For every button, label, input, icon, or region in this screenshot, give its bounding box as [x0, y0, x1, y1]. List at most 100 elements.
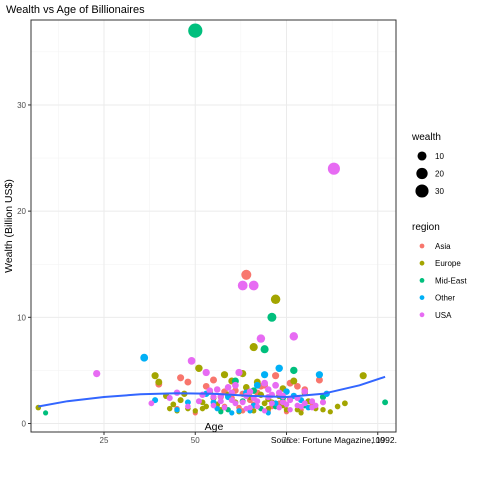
data-point-asia — [315, 376, 323, 384]
data-point-europe — [166, 405, 173, 412]
data-point-usa — [217, 398, 224, 405]
data-point-usa — [327, 162, 340, 175]
data-point-usa — [221, 404, 228, 411]
data-point-usa — [301, 400, 308, 407]
data-point-europe — [220, 371, 229, 379]
data-point-europe — [192, 408, 198, 414]
data-point-usa — [276, 404, 282, 411]
data-point-europe — [177, 397, 184, 404]
data-point-usa — [283, 401, 290, 408]
data-point-usa — [232, 400, 239, 407]
data-point-other — [261, 371, 269, 379]
data-point-usa — [148, 400, 155, 407]
data-point-mid-east — [218, 409, 224, 415]
color-legend-key — [419, 312, 425, 318]
data-point-europe — [261, 400, 268, 407]
data-point-europe — [170, 401, 177, 408]
data-point-europe — [359, 372, 367, 380]
data-point-europe — [294, 406, 301, 413]
data-point-usa — [254, 403, 261, 410]
data-point-usa — [210, 402, 217, 409]
y-tick-label: 20 — [17, 207, 26, 216]
data-point-mid-east — [290, 366, 298, 375]
data-point-other — [275, 364, 283, 373]
data-point-usa — [213, 386, 221, 393]
data-point-usa — [287, 397, 294, 404]
data-point-usa — [93, 369, 101, 378]
data-point-mid-east — [382, 399, 389, 406]
data-point-other — [229, 410, 235, 416]
data-point-usa — [309, 404, 315, 411]
data-point-europe — [334, 403, 341, 410]
data-point-usa — [287, 406, 293, 413]
y-tick-label: 30 — [17, 101, 26, 110]
size-legend-label: 30 — [435, 187, 444, 196]
size-legend-title: wealth — [411, 132, 441, 143]
data-point-usa — [202, 368, 210, 377]
color-legend-key — [419, 295, 425, 300]
size-legend-key — [415, 184, 429, 198]
data-point-usa — [268, 400, 275, 407]
y-tick-label: 0 — [22, 420, 27, 429]
data-point-europe — [341, 400, 348, 407]
data-point-europe — [327, 409, 333, 415]
data-point-europe — [242, 384, 250, 391]
color-legend-key — [419, 278, 425, 283]
data-point-usa — [232, 381, 239, 389]
data-point-asia — [294, 382, 301, 390]
data-point-usa — [265, 386, 272, 393]
data-point-asia — [210, 376, 217, 384]
chart-title: Wealth vs Age of Billionaires — [6, 4, 145, 16]
smooth-trend-line — [38, 375, 386, 408]
data-point-other — [214, 405, 220, 412]
legend: wealth 10 20 30 region Asia Europe Mid-East Othe… — [411, 132, 467, 320]
size-legend-label: 20 — [435, 170, 444, 179]
data-point-europe — [298, 410, 304, 416]
color-legend-label: Mid-East — [435, 276, 467, 285]
x-tick-label: 50 — [191, 436, 200, 445]
size-legend-key — [417, 151, 427, 161]
data-point-europe — [151, 372, 159, 380]
x-tick-label: 25 — [100, 436, 109, 445]
size-legend-key — [416, 167, 428, 180]
data-point-europe — [249, 343, 258, 352]
data-point-asia — [241, 269, 252, 280]
data-point-usa — [256, 334, 266, 343]
data-point-europe — [195, 364, 203, 373]
x-tick-label: 100 — [371, 436, 385, 445]
color-legend-key — [419, 243, 425, 249]
data-point-usa — [248, 280, 259, 291]
y-axis-title: Wealth (Billion US$) — [3, 179, 15, 273]
color-legend-title: region — [412, 222, 440, 233]
data-point-usa — [272, 381, 279, 389]
data-point-europe — [155, 378, 163, 386]
data-point-usa — [289, 332, 299, 341]
color-legend-label: Europe — [435, 259, 461, 268]
data-point-europe — [199, 405, 206, 412]
plot-panel: 25 50 75 100 0 10 20 30 — [17, 19, 397, 445]
data-point-other — [236, 408, 242, 414]
data-point-usa — [247, 404, 253, 411]
data-point-mid-east — [188, 23, 203, 38]
color-legend-label: USA — [435, 311, 452, 320]
size-legend-label: 10 — [435, 152, 444, 161]
data-point-usa — [187, 357, 196, 365]
x-tick-label: 75 — [282, 436, 291, 445]
data-point-other — [283, 388, 290, 395]
data-point-mid-east — [267, 312, 277, 322]
caption: Source: Fortune Magazine, 1992. — [271, 435, 397, 445]
data-point-usa — [206, 387, 214, 394]
data-point-asia — [177, 374, 185, 382]
data-point-usa — [195, 398, 202, 405]
data-point-other — [253, 381, 261, 389]
data-point-asia — [184, 378, 192, 386]
data-point-usa — [294, 402, 301, 409]
data-point-mid-east — [43, 410, 49, 416]
data-point-usa — [235, 368, 243, 377]
color-legend-key — [419, 260, 425, 266]
x-axis-title: Age — [205, 421, 224, 433]
data-point-europe — [320, 406, 326, 413]
data-point-europe — [251, 408, 257, 414]
color-legend-label: Other — [435, 294, 455, 303]
